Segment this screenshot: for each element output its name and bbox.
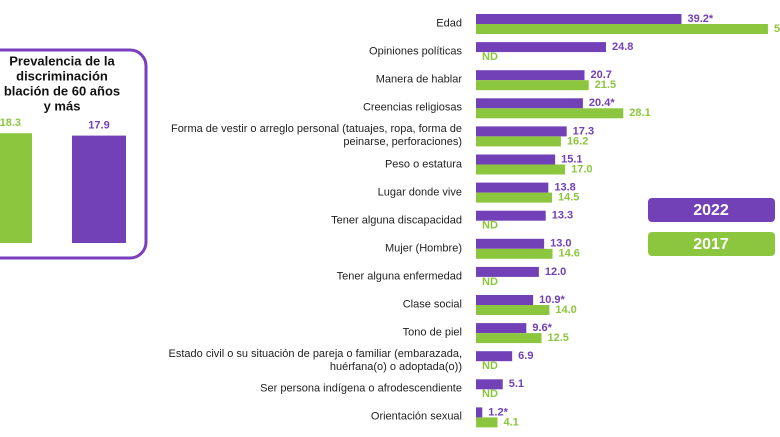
value-label: 39.2* xyxy=(687,13,713,25)
category-label: Creencias religiosas xyxy=(362,101,462,114)
category-label: Estado civil o su situación de pareja o … xyxy=(168,348,462,374)
value-label: 14.0 xyxy=(555,304,576,316)
bar xyxy=(476,238,545,249)
bar xyxy=(476,136,561,147)
category-label: Tener alguna discapacidad xyxy=(331,214,462,227)
bar xyxy=(476,192,552,203)
bar xyxy=(476,154,556,165)
bar xyxy=(0,133,32,243)
panel-frame xyxy=(0,48,148,260)
bar xyxy=(476,126,567,137)
value-label: 13.3 xyxy=(552,210,573,222)
category-label: Peso o estatura xyxy=(384,158,462,170)
bar xyxy=(72,135,126,243)
value-label: 4.1 xyxy=(503,416,518,428)
category-label: Lugar donde vive xyxy=(377,186,462,199)
bar xyxy=(476,305,550,315)
value-label: 13.8 xyxy=(554,182,575,194)
legend-label: 2022 xyxy=(693,202,729,219)
bar xyxy=(476,108,624,119)
bar xyxy=(476,266,539,277)
category-label: Forma de vestir o arreglo personal (tatu… xyxy=(170,123,462,149)
value-label: ND xyxy=(482,220,498,232)
category-label: Opiniones políticas xyxy=(369,45,462,58)
value-label: 18.3 xyxy=(0,117,21,129)
value-label: 9.6* xyxy=(532,322,552,334)
value-label: 20.7 xyxy=(590,69,611,81)
value-label: 12.5 xyxy=(548,332,569,344)
legend-swatch xyxy=(648,232,775,256)
bar xyxy=(476,407,483,418)
legend-swatch xyxy=(648,198,775,222)
value-label: ND xyxy=(482,360,498,372)
bar xyxy=(476,98,583,109)
category-label: Tono de piel xyxy=(402,326,462,339)
category-label: Clase social xyxy=(402,298,462,311)
value-label: 13.0 xyxy=(550,238,571,250)
value-label: 20.4* xyxy=(589,97,615,109)
legend-label: 2017 xyxy=(693,236,729,253)
value-label: 14.6 xyxy=(559,248,580,260)
bar xyxy=(476,379,503,390)
value-label: 28.1 xyxy=(629,107,650,119)
bar xyxy=(476,248,553,259)
value-label: 1.2* xyxy=(488,406,508,418)
bar xyxy=(476,14,682,24)
category-label: Orientación sexual xyxy=(370,410,462,423)
value-label: 14.5 xyxy=(558,192,579,204)
category-label: Tener alguna enfermedad xyxy=(336,270,462,283)
bar xyxy=(476,164,566,175)
value-label: ND xyxy=(482,276,498,288)
value-label: 15.1 xyxy=(561,153,582,165)
value-label: ND xyxy=(482,51,498,63)
bar xyxy=(476,323,527,334)
value-label: 12.0 xyxy=(545,266,566,278)
panel-title: y más xyxy=(44,98,81,113)
bar xyxy=(476,80,589,91)
bar xyxy=(476,351,513,362)
bar xyxy=(476,70,585,81)
bar xyxy=(476,210,546,221)
bar xyxy=(476,182,549,193)
value-label: ND xyxy=(482,388,498,400)
value-label: 17.3 xyxy=(573,125,594,137)
value-label: 17.9 xyxy=(88,120,109,132)
bar xyxy=(476,417,498,428)
panel-title: blación de 60 años xyxy=(4,83,120,98)
value-label: 24.8 xyxy=(612,41,633,53)
value-label: 5.1 xyxy=(509,378,524,390)
value-label: 6.9 xyxy=(518,350,533,362)
bar xyxy=(476,42,606,53)
category-label: Ser persona indígena o afrodescendiente xyxy=(260,382,462,395)
category-label: Manera de hablar xyxy=(375,73,462,86)
panel-title: Prevalencia de la xyxy=(9,53,115,68)
value-label: 21.5 xyxy=(595,79,616,91)
value-label: 16.2 xyxy=(567,135,588,147)
category-label: Mujer (Hombre) xyxy=(384,242,462,255)
value-label: 55.7 xyxy=(774,23,780,35)
value-label: 10.9* xyxy=(539,294,565,306)
category-label: Edad xyxy=(436,17,462,30)
bar xyxy=(476,295,534,305)
value-label: 17.0 xyxy=(571,163,592,175)
bar xyxy=(476,333,542,344)
panel-title: discriminación xyxy=(16,68,108,83)
bar xyxy=(476,24,768,34)
